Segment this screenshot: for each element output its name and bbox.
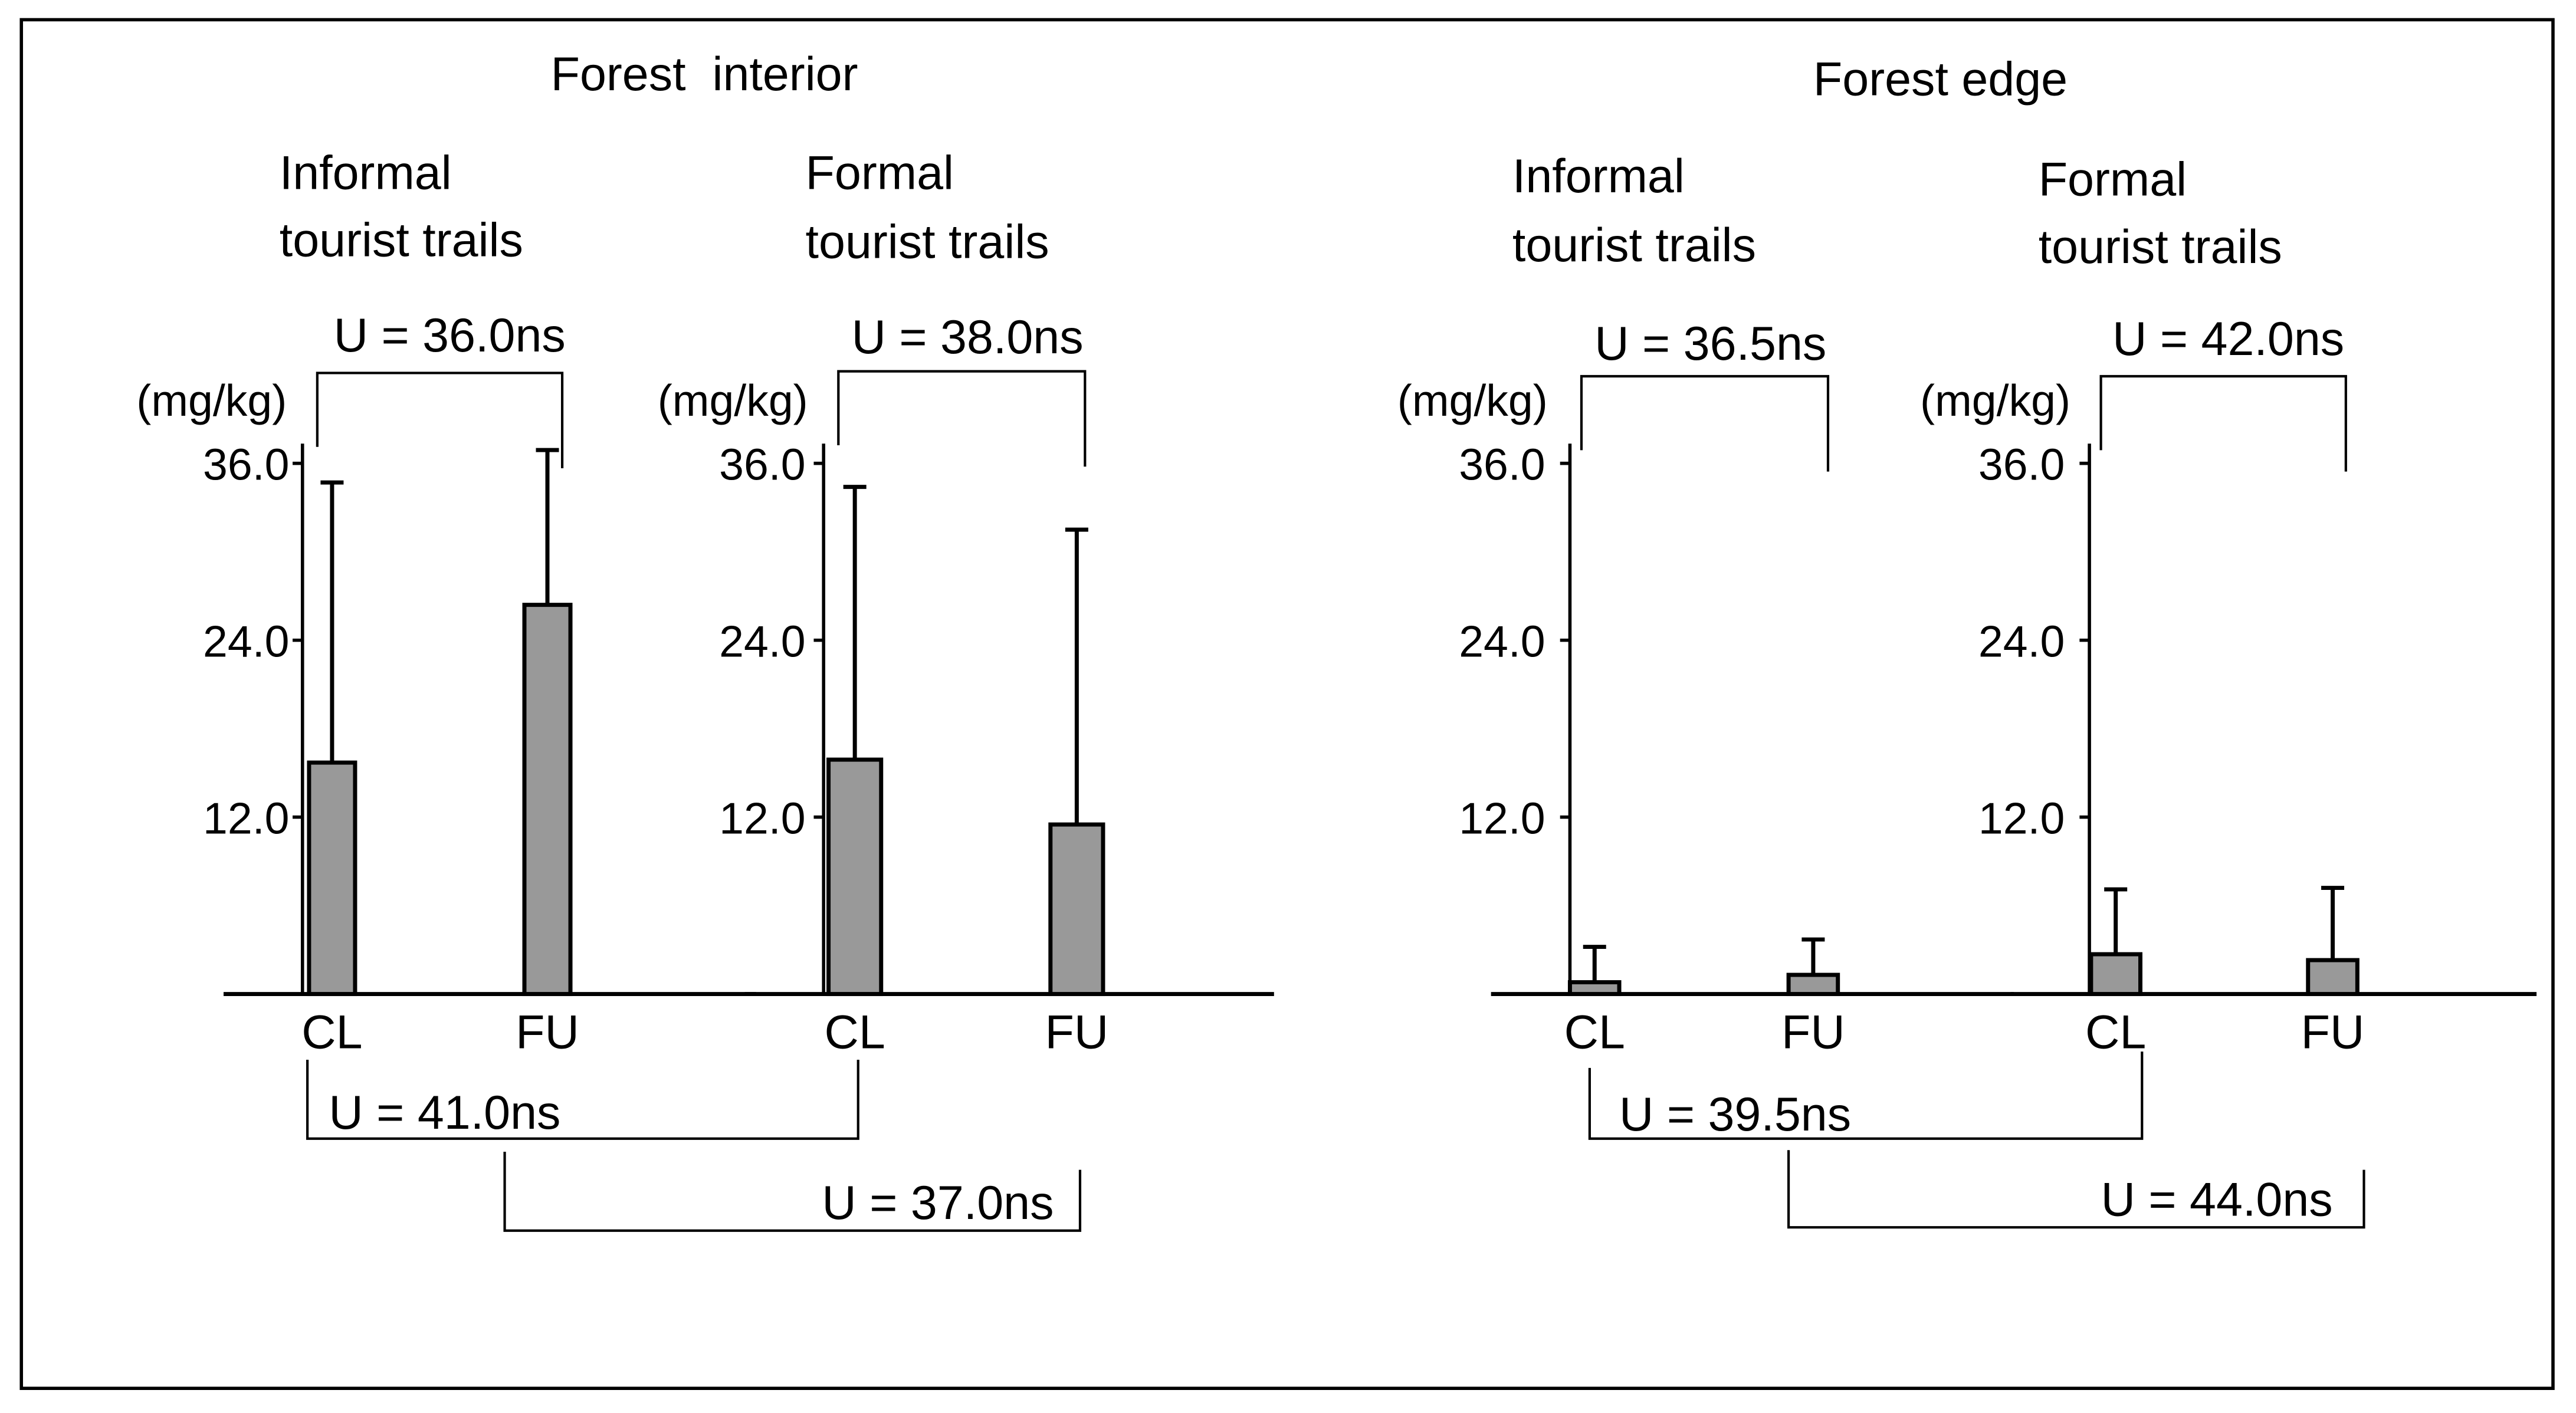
y-tick-label: 36.0 <box>1459 440 1545 489</box>
chart-panel-2: Formal tourist trails (mg/kg) 36.0 24.0 12.0 C… <box>658 146 1274 1059</box>
test-label: U = 36.5ns <box>1594 317 1826 370</box>
comparison-edge-fu: U = 44.0ns <box>1787 1150 2365 1229</box>
test-bracket <box>1580 374 1830 472</box>
bar-fu <box>2306 958 2360 997</box>
x-tick-label: FU <box>1045 1006 1109 1059</box>
test-bracket <box>316 372 564 469</box>
panel-subtitle: tourist trails <box>806 215 1049 268</box>
y-tick-label: 12.0 <box>203 793 289 843</box>
bar-cl <box>1567 980 1622 997</box>
comparison-label: U = 39.5ns <box>1619 1088 1851 1141</box>
comparison-interior-fu: U = 37.0ns <box>503 1152 1082 1232</box>
y-unit-label: (mg/kg) <box>658 376 808 425</box>
y-tick-label: 12.0 <box>1459 793 1545 843</box>
x-tick-label: FU <box>1781 1006 1845 1059</box>
bar-fu <box>1786 972 1840 997</box>
y-unit-label: (mg/kg) <box>1397 376 1548 425</box>
y-tick-label: 12.0 <box>1978 793 2065 843</box>
comparison-interior-cl: U = 41.0ns <box>306 1060 859 1140</box>
figure-border <box>19 18 2555 1390</box>
bar-fu <box>522 603 573 997</box>
bar-cl <box>2089 952 2142 997</box>
y-tick-label: 24.0 <box>1459 616 1545 666</box>
comparison-label: U = 44.0ns <box>2101 1174 2333 1227</box>
comparison-label: U = 41.0ns <box>329 1086 560 1139</box>
y-tick-label: 36.0 <box>203 440 289 489</box>
heading-forest-edge: Forest edge <box>1813 53 2068 106</box>
x-tick-label: CL <box>825 1006 885 1059</box>
panel-subtitle: Informal <box>1512 150 1685 203</box>
chart-panel-1: Informal tourist trails (mg/kg) 36.0 24.0 12.… <box>136 146 756 1059</box>
x-tick-label: CL <box>301 1006 362 1059</box>
y-unit-label: (mg/kg) <box>1920 376 2070 425</box>
bar-cl <box>307 760 357 997</box>
test-label: U = 42.0ns <box>2112 313 2344 366</box>
y-unit-label: (mg/kg) <box>136 376 287 425</box>
chart-panel-3: Informal tourist trails (mg/kg) 36.0 24.0 12.… <box>1397 150 2014 1059</box>
test-label: U = 38.0ns <box>852 311 1084 364</box>
y-tick-label: 36.0 <box>1978 440 2065 489</box>
x-tick-label: FU <box>2301 1006 2365 1059</box>
chart-panel-4: Formal tourist trails (mg/kg) 36.0 24.0 12.0 C… <box>1920 153 2537 1059</box>
y-tick-label: 36.0 <box>719 440 805 489</box>
y-tick-label: 12.0 <box>719 793 805 843</box>
y-tick-label: 24.0 <box>203 616 289 666</box>
panel-subtitle: Informal <box>280 146 452 199</box>
test-label: U = 36.0ns <box>334 309 566 362</box>
panel-subtitle: Formal <box>2039 153 2187 206</box>
test-bracket <box>2099 374 2347 472</box>
bar-fu <box>1048 822 1105 997</box>
test-bracket <box>837 370 1087 467</box>
comparison-edge-cl: U = 39.5ns <box>1588 1051 2144 1141</box>
y-tick-label: 24.0 <box>1978 616 2065 666</box>
heading-forest-interior: Forest interior <box>551 48 858 101</box>
panels: Informal tourist trails (mg/kg) 36.0 24.0 12.… <box>136 146 2537 1059</box>
panel-subtitle: tourist trails <box>280 214 523 267</box>
comparison-label: U = 37.0ns <box>822 1177 1054 1230</box>
panel-subtitle: Formal <box>806 146 954 199</box>
y-tick-label: 24.0 <box>719 616 805 666</box>
panel-subtitle: tourist trails <box>2039 221 2282 274</box>
panel-subtitle: tourist trails <box>1512 219 1756 272</box>
x-tick-label: CL <box>2085 1006 2146 1059</box>
bar-cl <box>826 757 884 997</box>
x-tick-label: FU <box>516 1006 579 1059</box>
x-tick-label: CL <box>1564 1006 1625 1059</box>
